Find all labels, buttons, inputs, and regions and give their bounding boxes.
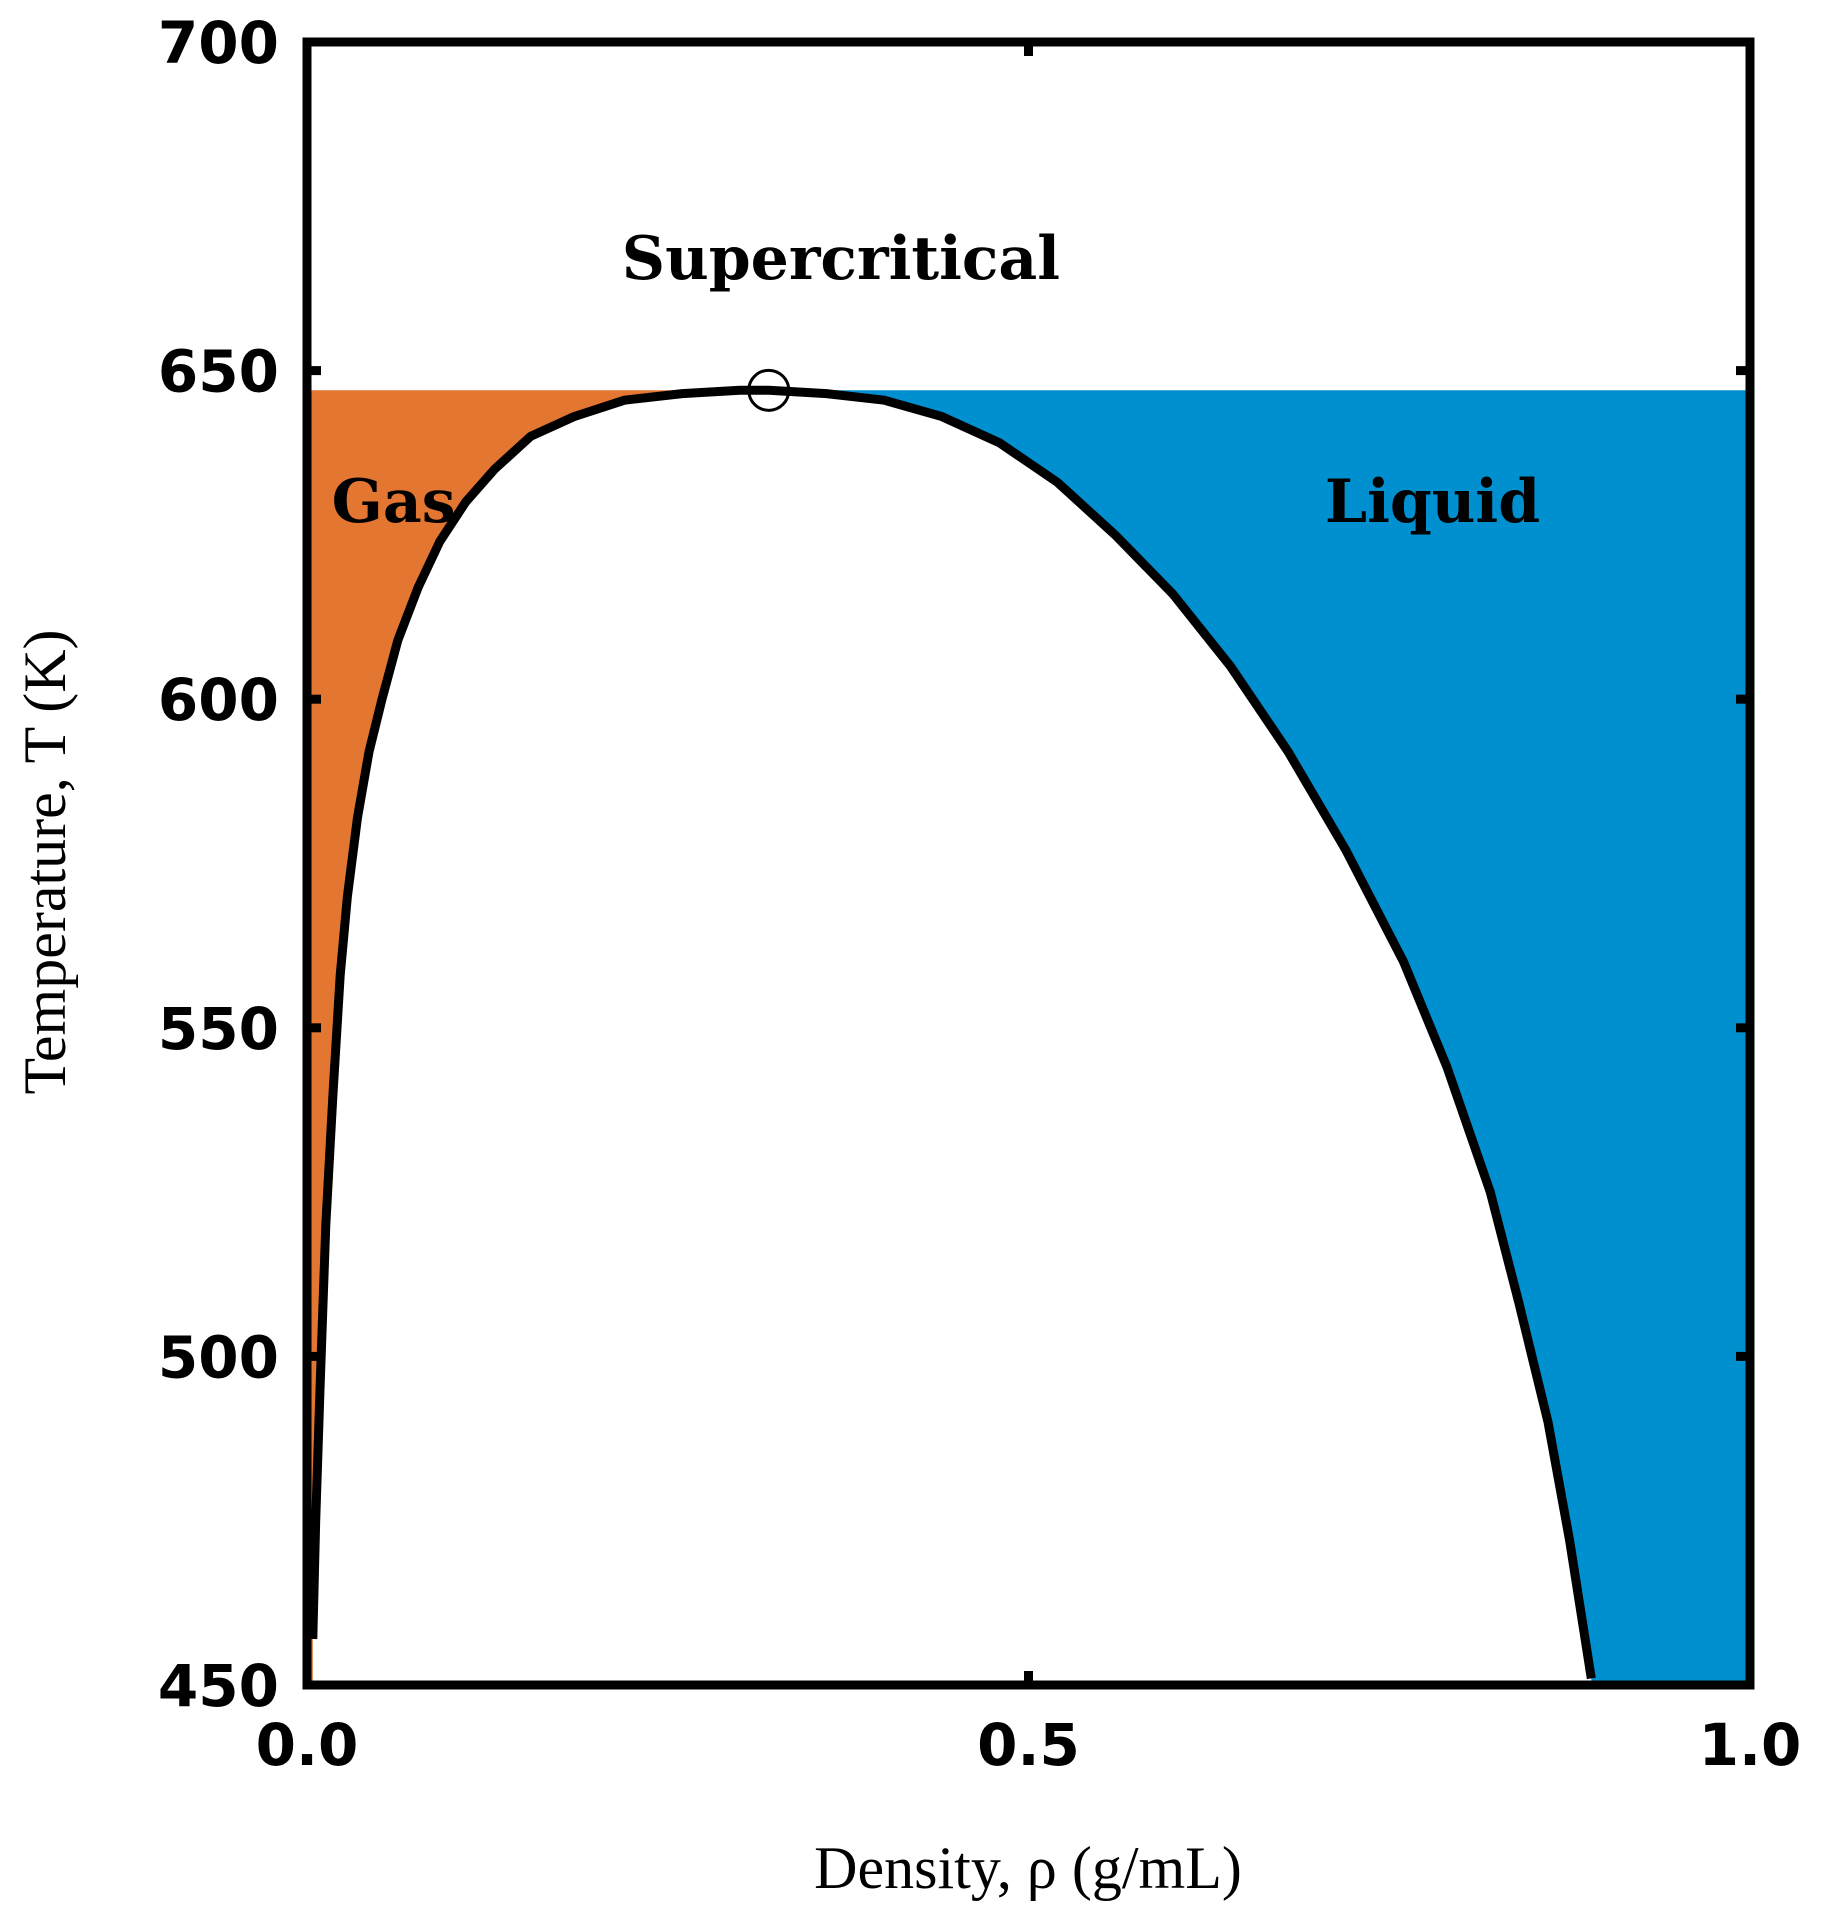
x-tick-label: 0.5	[977, 1711, 1080, 1779]
liquid-region	[768, 390, 1750, 1685]
y-axis-label: Temperature, T (K)	[12, 629, 78, 1094]
y-tick-label: 550	[158, 995, 279, 1063]
critical-point-marker	[747, 368, 791, 412]
gas-region-label: Gas	[332, 467, 456, 537]
supercritical-region-label: Supercritical	[622, 224, 1060, 294]
gas-region	[307, 390, 769, 1685]
liquid-region-label: Liquid	[1325, 467, 1540, 537]
y-tick-label: 500	[158, 1323, 279, 1391]
y-tick-label: 450	[158, 1652, 279, 1720]
axis-ticks	[302, 37, 1755, 1690]
coexistence-curve	[308, 385, 1596, 1680]
tick-labels: 0.0 0.5 1.0 450 500 550 600 650 700	[158, 9, 1801, 1779]
x-tick-label: 0.0	[256, 1711, 359, 1779]
y-tick-label: 600	[158, 666, 279, 734]
x-tick-label: 1.0	[1699, 1711, 1802, 1779]
y-tick-label: 650	[158, 338, 279, 406]
x-axis-label: Density, ρ (g/mL)	[814, 1835, 1242, 1901]
y-tick-label: 700	[158, 9, 279, 77]
